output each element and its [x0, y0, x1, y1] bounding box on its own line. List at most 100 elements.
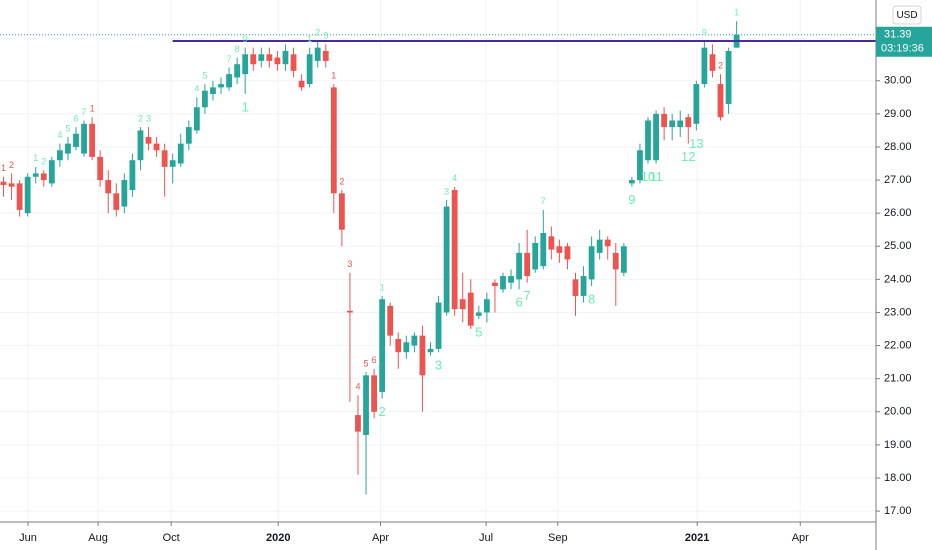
currency-box[interactable] — [892, 5, 922, 25]
candle-body — [363, 375, 369, 435]
count-label: 10 — [641, 169, 655, 184]
candle-body — [169, 160, 176, 167]
y-tick-label: 19.00 — [884, 439, 912, 451]
candle-body — [274, 57, 281, 65]
count-label: 7 — [524, 288, 531, 303]
x-tick-label: Sep — [548, 532, 568, 544]
candle-body — [290, 54, 297, 71]
candle-body — [693, 84, 700, 124]
candle-body — [314, 47, 321, 61]
x-tick-label: Oct — [163, 532, 180, 544]
count-label: 1 — [307, 34, 312, 44]
candle-body — [218, 84, 224, 88]
candle-body — [242, 54, 249, 75]
y-tick-label: 21.00 — [884, 373, 912, 385]
candle-body — [258, 54, 265, 61]
y-tick-label: 29.00 — [884, 108, 912, 120]
candle-body — [548, 236, 555, 250]
candle-body — [677, 120, 684, 128]
candle-body — [532, 242, 539, 270]
candle-body — [653, 113, 659, 161]
candle-body — [129, 160, 136, 190]
candle-body — [524, 252, 531, 277]
y-tick-label: 25.00 — [884, 240, 912, 252]
y-tick-label: 20.00 — [884, 406, 912, 418]
candle-body — [250, 54, 257, 65]
candle-body — [40, 173, 47, 181]
currency[interactable]: USD — [896, 10, 917, 21]
axes — [0, 0, 877, 550]
candle-body — [338, 193, 345, 230]
candle-body — [596, 239, 603, 253]
count-label: 5 — [364, 358, 369, 368]
candle-body — [234, 64, 241, 78]
candle-body — [145, 137, 152, 144]
count-label: 1 — [380, 282, 385, 292]
candle-body — [451, 189, 458, 310]
count-label: 2 — [379, 404, 386, 419]
candle-body — [661, 113, 668, 128]
x-tick-label: Aug — [88, 532, 108, 544]
candle-body — [435, 302, 442, 349]
x-tick-label: Jul — [479, 532, 493, 544]
candle-body — [379, 299, 386, 392]
candle-body — [580, 276, 587, 296]
count-label: 12 — [681, 149, 695, 164]
y-tick-label: 26.00 — [884, 207, 912, 219]
count-label: 8 — [588, 291, 595, 306]
candle-body — [500, 276, 506, 290]
candle-body — [604, 239, 611, 247]
candle-body — [202, 90, 208, 108]
candle-body — [210, 87, 216, 95]
candle-body — [612, 252, 619, 270]
x-tick-label: 2021 — [685, 532, 709, 544]
candle-body — [701, 47, 708, 85]
candle-body — [298, 80, 305, 88]
count-label: 9 — [243, 34, 248, 44]
countdown: 03:19:36 — [881, 43, 924, 55]
candle-body — [443, 206, 450, 313]
candle-body — [226, 74, 232, 88]
y-tick-label: 28.00 — [884, 141, 912, 153]
x-tick-label: Apr — [372, 532, 389, 544]
candle-body — [508, 276, 514, 283]
candle-body — [113, 193, 120, 210]
count-label: 1 — [331, 70, 336, 80]
y-tick-label: 22.00 — [884, 339, 912, 351]
candle-body — [177, 143, 184, 164]
candle-body — [161, 150, 168, 167]
candle-body — [540, 233, 547, 267]
candle-body — [725, 50, 732, 104]
candle-body — [371, 375, 377, 412]
count-label: 4 — [355, 382, 360, 392]
count-label: 5 — [475, 325, 482, 340]
labels: USD 17.00 18.00 19.00 20.00 21.00 22.00 23.00 2… — [1, 5, 932, 544]
candle-body — [16, 183, 23, 210]
count-label: 9 — [628, 192, 635, 207]
candle-body — [492, 282, 498, 286]
candle-body — [669, 120, 676, 128]
candle-body — [628, 180, 635, 184]
last-price-box — [876, 26, 932, 57]
candle-body — [483, 299, 490, 313]
candle-body — [387, 305, 394, 336]
candle-body — [588, 246, 595, 280]
count-label: 7 — [541, 196, 546, 206]
candle-body — [306, 54, 313, 85]
count-label: 6 — [74, 113, 79, 123]
candle-body — [564, 246, 571, 260]
count-label: 13 — [689, 136, 703, 151]
candle-body — [97, 156, 104, 181]
count-label: 2 — [315, 27, 320, 37]
candle-body — [403, 342, 410, 353]
candle-body — [516, 252, 523, 280]
y-tick-label: 17.00 — [884, 505, 912, 517]
y-tick-label: 23.00 — [884, 306, 912, 318]
last-price-label: 31.39 — [884, 29, 912, 41]
candle-body — [419, 335, 426, 376]
candle-body — [709, 54, 716, 71]
candle-body — [266, 54, 273, 61]
count-label: 8 — [235, 44, 240, 54]
